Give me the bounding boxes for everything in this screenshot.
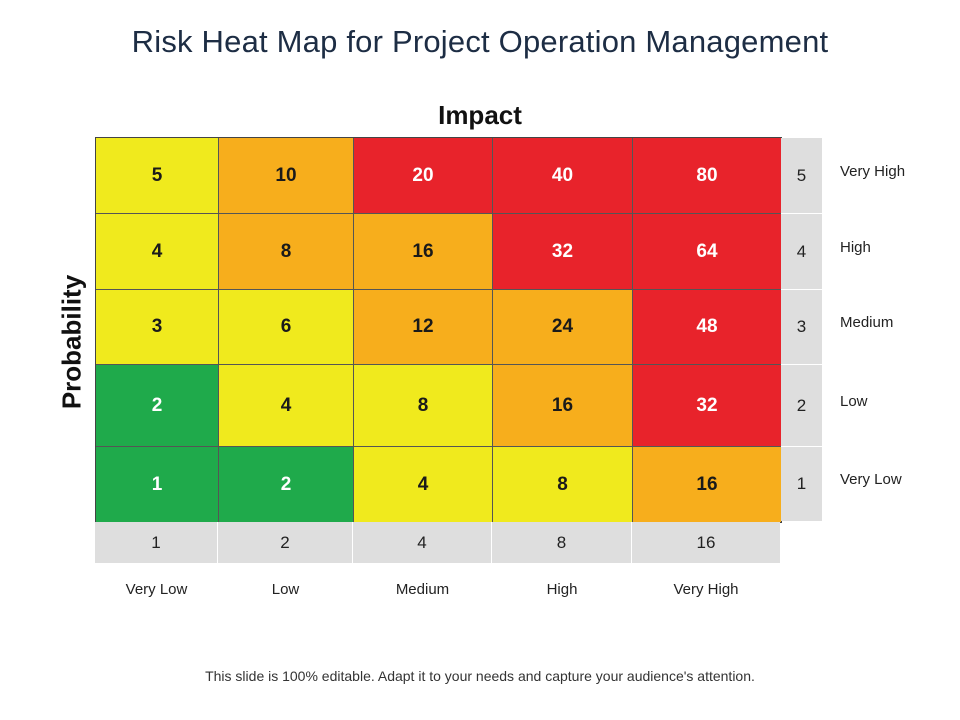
impact-tick-label: Very High bbox=[673, 581, 739, 598]
heatmap-cell: 20 bbox=[354, 138, 493, 214]
heatmap-cell: 1 bbox=[96, 447, 219, 522]
probability-tick-label: Medium bbox=[840, 314, 894, 331]
heatmap-cell: 4 bbox=[96, 214, 219, 290]
impact-tick: 1 bbox=[95, 522, 218, 563]
impact-labels: Very Low Low Medium High Very High bbox=[95, 581, 780, 605]
impact-tick: 4 bbox=[353, 522, 492, 563]
heatmap-cell: 5 bbox=[96, 138, 219, 214]
heatmap-cell: 4 bbox=[219, 365, 354, 447]
heatmap-cell: 16 bbox=[633, 447, 781, 522]
heatmap-cell: 4 bbox=[354, 447, 493, 522]
heatmap-cell: 16 bbox=[354, 214, 493, 290]
probability-tick-label: Very High bbox=[840, 162, 906, 180]
impact-tick: 2 bbox=[218, 522, 353, 563]
footer-note: This slide is 100% editable. Adapt it to… bbox=[205, 668, 755, 684]
probability-tick: 5 bbox=[781, 138, 822, 214]
y-axis-title: Probability bbox=[56, 274, 87, 410]
heatmap-cell: 48 bbox=[633, 290, 781, 365]
impact-tick-label: High bbox=[546, 581, 578, 598]
probability-tick-label-wrap: Very Low bbox=[840, 447, 950, 521]
heatmap-cell: 80 bbox=[633, 138, 781, 214]
probability-tick-label-wrap: Low bbox=[840, 365, 950, 447]
impact-tick: 8 bbox=[492, 522, 632, 563]
heatmap-cell: 8 bbox=[219, 214, 354, 290]
probability-labels: Very High High Medium Low Very Low bbox=[840, 138, 950, 521]
heatmap-cell: 40 bbox=[493, 138, 633, 214]
heatmap-cell: 24 bbox=[493, 290, 633, 365]
heatmap-cell: 12 bbox=[354, 290, 493, 365]
heatmap-grid: 5 10 20 40 80 4 8 16 32 64 3 6 12 24 48 2 4 8 16 32 1 2 4 8 16 bbox=[95, 137, 782, 523]
heatmap-cell: 2 bbox=[219, 447, 354, 522]
heatmap-cell: 6 bbox=[219, 290, 354, 365]
heatmap-cell: 32 bbox=[493, 214, 633, 290]
heatmap-cell: 3 bbox=[96, 290, 219, 365]
probability-tick-label-wrap: Very High bbox=[840, 138, 950, 214]
impact-scale: 1 2 4 8 16 bbox=[95, 522, 780, 563]
heatmap-cell: 16 bbox=[493, 365, 633, 447]
heatmap-cell: 10 bbox=[219, 138, 354, 214]
impact-tick: 16 bbox=[696, 532, 716, 552]
heatmap-cell: 32 bbox=[633, 365, 781, 447]
probability-tick-label-wrap: Medium bbox=[840, 290, 950, 365]
chart-title: Risk Heat Map for Project Operation Mana… bbox=[131, 24, 829, 59]
heatmap-cell: 64 bbox=[633, 214, 781, 290]
probability-tick-label: High bbox=[840, 238, 871, 256]
probability-tick: 3 bbox=[781, 290, 822, 365]
probability-tick: 2 bbox=[781, 365, 822, 447]
heatmap-cell: 2 bbox=[96, 365, 219, 447]
probability-tick-label: Low bbox=[840, 392, 868, 410]
impact-tick-label: Very Low bbox=[125, 581, 188, 598]
probability-tick: 1 bbox=[781, 447, 822, 521]
probability-tick-label: Very Low bbox=[840, 470, 902, 488]
heatmap-cell: 8 bbox=[354, 365, 493, 447]
impact-tick-label: Low bbox=[271, 581, 300, 598]
probability-tick: 4 bbox=[781, 214, 822, 290]
heatmap-cell: 8 bbox=[493, 447, 633, 522]
impact-tick-label: Medium bbox=[395, 581, 450, 598]
x-axis-title: Impact bbox=[438, 100, 522, 130]
probability-tick-label-wrap: High bbox=[840, 214, 950, 290]
